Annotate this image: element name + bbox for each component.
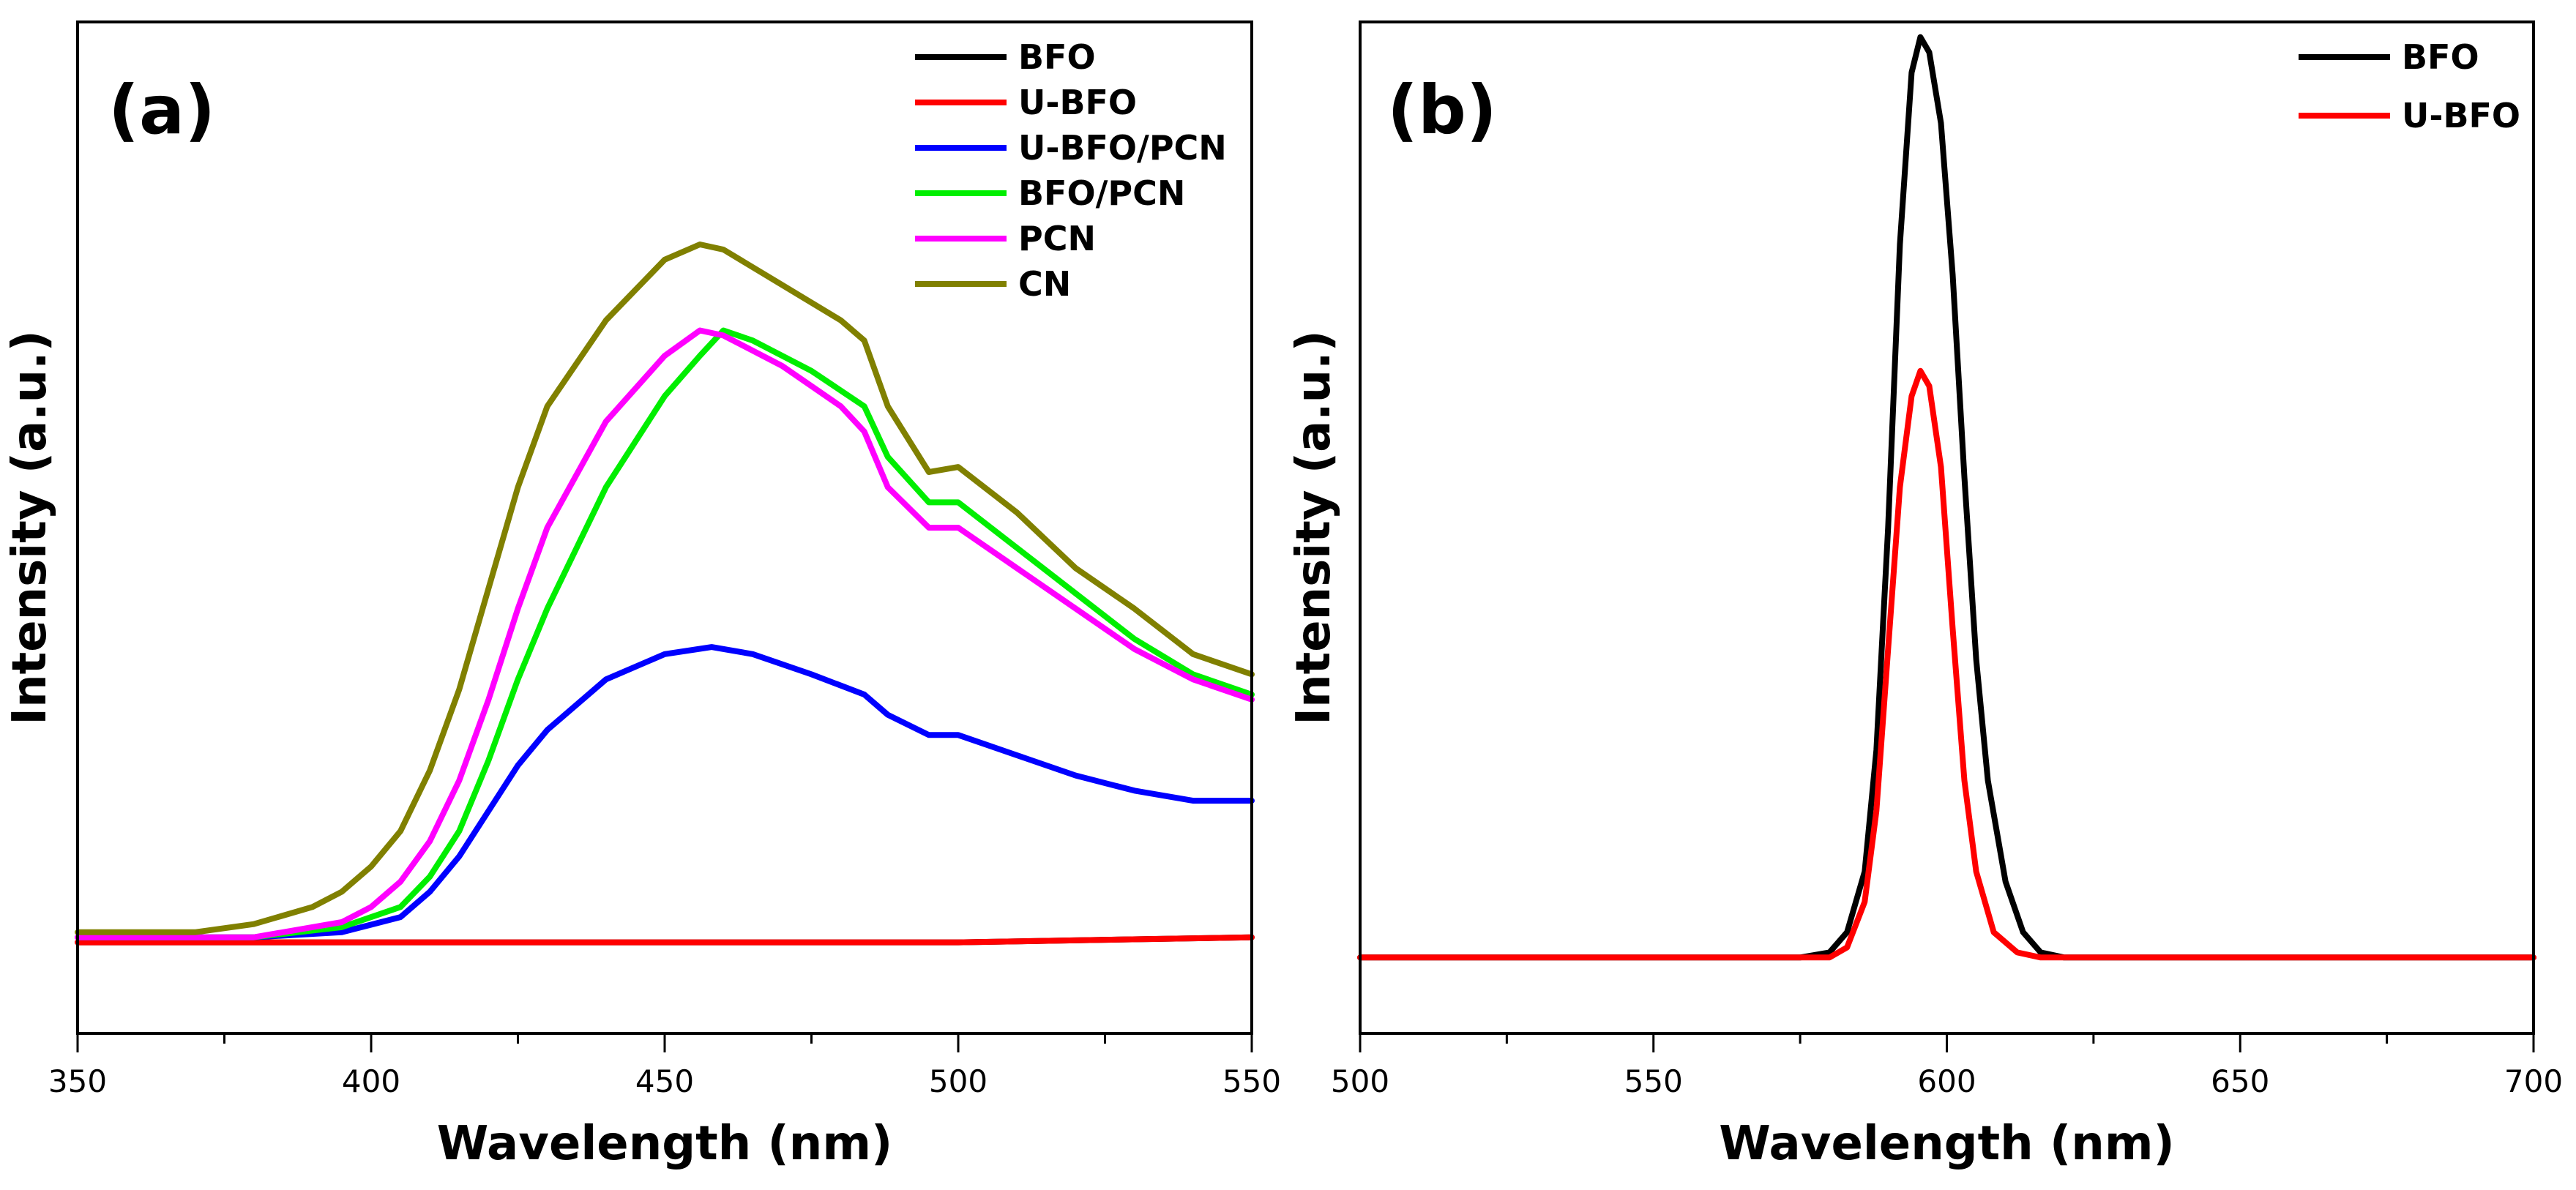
y-axis-label: Intensity (a.u.) [3, 330, 57, 725]
chart-panel-1: 500 550 600 650 700 Wavelength (nm) Intensity … [1287, 20, 2563, 1171]
x-tick-label: 700 [2504, 1063, 2563, 1099]
x-tick-label: 500 [929, 1063, 988, 1099]
series-line-cn [75, 242, 1255, 935]
legend-entry-label: PCN [1018, 219, 1096, 258]
legend: BFO U-BFO [2299, 37, 2520, 135]
series-line-u-bfo-pcn [75, 644, 1255, 940]
legend: BFO U-BFO U-BFO/PCN BFO/PCN PCN CN [915, 37, 1227, 304]
series-line-u-bfo [75, 934, 1255, 946]
x-tick-label: 450 [635, 1063, 694, 1099]
x-tick-label: 400 [342, 1063, 400, 1099]
legend-entry-label: U-BFO/PCN [1018, 128, 1227, 168]
x-axis-label: Wavelength (nm) [1719, 1117, 2175, 1171]
legend-entry-label: CN [1018, 264, 1071, 304]
chart-panel-0: 350 400 450 500 550 Wavelength (nm) Intensity … [3, 20, 1281, 1171]
legend-entry-label: U-BFO [2402, 96, 2520, 135]
x-tick-label: 600 [1917, 1063, 1976, 1099]
series-line-pcn [75, 327, 1255, 940]
x-tick-label: 350 [48, 1063, 107, 1099]
x-tick-label: 550 [1624, 1063, 1683, 1099]
series-line-bfo-pcn [75, 327, 1255, 940]
legend-entry-label: U-BFO [1018, 83, 1137, 122]
x-tick-label: 550 [1222, 1063, 1281, 1099]
legend-entry-label: BFO [2402, 37, 2479, 77]
x-axis-label: Wavelength (nm) [437, 1117, 893, 1171]
x-tick-label: 650 [2211, 1063, 2269, 1099]
legend-entry-label: BFO [1018, 37, 1096, 77]
series-line-bfo [1357, 34, 2536, 961]
panel-label: (a) [108, 71, 215, 149]
panel-label: (b) [1387, 71, 1497, 149]
y-axis-label: Intensity (a.u.) [1287, 330, 1341, 725]
series-line-u-bfo [1357, 367, 2536, 961]
x-tick-label: 500 [1331, 1063, 1389, 1099]
legend-entry-label: BFO/PCN [1018, 173, 1185, 213]
